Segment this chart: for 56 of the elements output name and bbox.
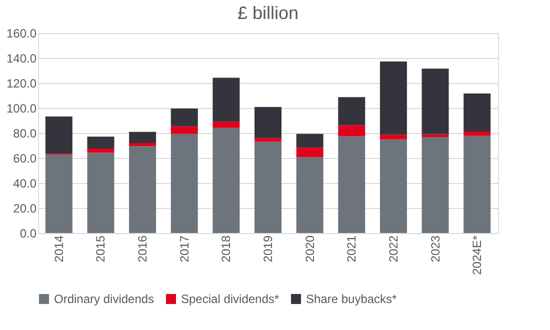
x-tick-label: 2023 — [428, 235, 442, 262]
y-tick-label: 40.0 — [13, 176, 37, 190]
x-tick-label: 2017 — [177, 235, 192, 262]
bar — [45, 116, 72, 154]
bar — [464, 136, 491, 233]
y-tick-label: 60.0 — [13, 152, 37, 166]
legend-label: Ordinary dividends — [54, 292, 154, 306]
bar — [296, 157, 324, 233]
y-tick-label: 120.0 — [6, 76, 37, 90]
bar — [129, 146, 156, 233]
bar — [87, 136, 114, 148]
y-tick-label: 160.0 — [6, 26, 37, 40]
bar — [422, 68, 449, 134]
chart-title: £ billion — [237, 3, 299, 23]
x-tick-label: 2020 — [302, 235, 317, 262]
bar — [338, 125, 366, 136]
bar — [45, 154, 72, 233]
bar — [170, 134, 198, 233]
bar — [380, 134, 407, 140]
bar — [212, 122, 240, 128]
bar — [464, 94, 491, 132]
bar — [464, 132, 491, 136]
y-tick-label: 100.0 — [6, 102, 37, 116]
bar — [380, 139, 407, 233]
legend-label: Share buybacks* — [306, 292, 398, 306]
bar — [380, 62, 407, 135]
y-tick-label: 20.0 — [13, 202, 37, 216]
bar — [254, 138, 282, 142]
bar — [338, 136, 366, 233]
bar — [170, 108, 198, 126]
bar — [296, 148, 324, 158]
bar — [212, 78, 240, 122]
x-tick-label: 2019 — [261, 235, 275, 262]
legend-label: Special dividends* — [181, 292, 280, 306]
bar — [296, 134, 324, 148]
y-tick-label: 0.0 — [20, 226, 37, 240]
bar — [170, 126, 198, 134]
x-tick-label: 2016 — [136, 235, 150, 262]
bar — [254, 107, 282, 138]
x-tick-label: 2015 — [94, 235, 108, 262]
x-tick-label: 2022 — [386, 235, 400, 262]
bar — [129, 143, 156, 146]
bar — [254, 142, 282, 233]
x-tick-label: 2024E* — [470, 235, 484, 275]
y-tick-label: 80.0 — [13, 126, 37, 140]
bar — [129, 132, 156, 143]
bar — [422, 134, 449, 137]
bar — [87, 152, 114, 233]
bar — [338, 97, 366, 126]
bar — [87, 148, 114, 153]
y-tick-label: 140.0 — [6, 52, 37, 66]
x-tick-label: 2021 — [344, 235, 359, 262]
bar — [422, 137, 449, 233]
x-tick-label: 2014 — [52, 235, 66, 262]
x-tick-label: 2018 — [219, 235, 234, 262]
bar — [212, 128, 240, 233]
